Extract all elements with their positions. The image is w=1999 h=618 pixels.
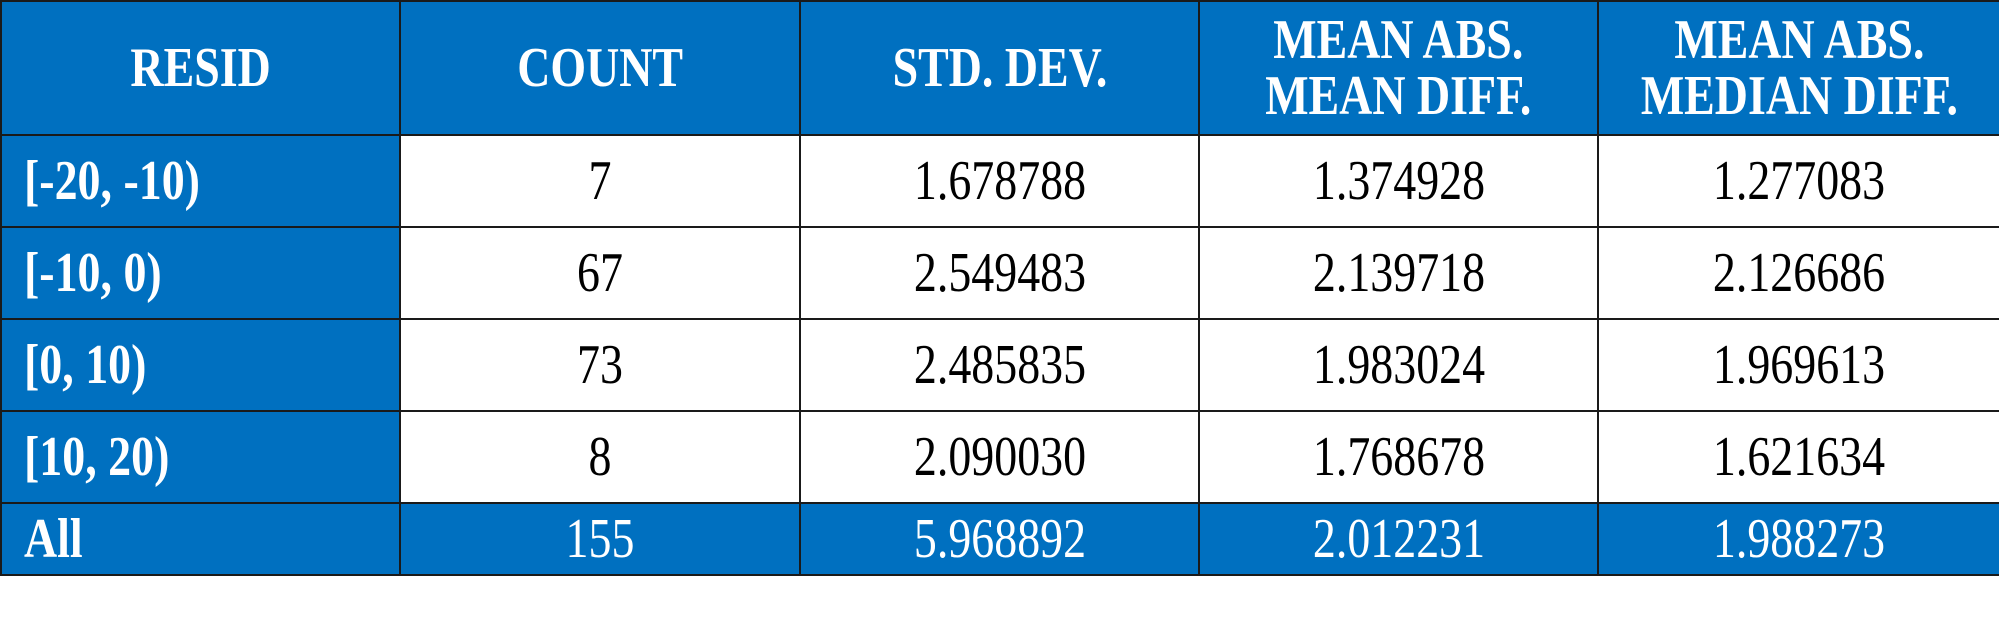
header-line: STD. DEV. <box>892 37 1107 99</box>
cell-text: 155 <box>565 508 635 570</box>
cell-text: 1.768678 <box>1312 426 1485 488</box>
header-cell: RESID <box>0 0 401 136</box>
row-label-cell: [-20, -10) <box>0 134 401 228</box>
header-row: RESID COUNT STD. DEV. MEAN ABS. MEAN DIFF. ME… <box>0 0 1999 136</box>
table-row: All 155 5.968892 2.012231 1.988273 <box>0 502 1999 576</box>
cell-text: 1.988273 <box>1712 508 1886 570</box>
cell-text: 2.139718 <box>1312 242 1485 304</box>
value-cell: 1.277083 <box>1597 134 1999 228</box>
cell-text: 1.983024 <box>1312 334 1485 396</box>
table-row: [-10, 0) 67 2.549483 2.139718 2.126686 <box>0 226 1999 320</box>
value-cell: 2.549483 <box>799 226 1200 320</box>
header-cell: MEAN ABS. MEDIAN DIFF. <box>1597 0 1999 136</box>
header-text: STD. DEV. <box>892 40 1107 96</box>
header-line: MEDIAN DIFF. <box>1640 65 1958 127</box>
table-row: [10, 20) 8 2.090030 1.768678 1.621634 <box>0 410 1999 504</box>
cell-text: All <box>24 508 83 570</box>
value-cell: 7 <box>399 134 801 228</box>
header-text: MEAN ABS. MEAN DIFF. <box>1265 12 1531 124</box>
cell-text: 2.485835 <box>913 334 1086 396</box>
cell-text: 2.126686 <box>1712 242 1886 304</box>
table-row: [-20, -10) 7 1.678788 1.374928 1.277083 <box>0 134 1999 228</box>
row-label-cell: [10, 20) <box>0 410 401 504</box>
table-body: [-20, -10) 7 1.678788 1.374928 1.277083 [-10,… <box>0 134 1999 576</box>
cell-text: 1.277083 <box>1712 150 1886 212</box>
cell-text: 2.012231 <box>1312 508 1485 570</box>
value-cell: 2.126686 <box>1597 226 1999 320</box>
row-label-cell: All <box>0 502 401 576</box>
data-table: RESID COUNT STD. DEV. MEAN ABS. MEAN DIFF. ME… <box>0 0 1999 576</box>
value-cell: 1.374928 <box>1198 134 1599 228</box>
cell-text: 67 <box>577 242 623 304</box>
value-cell: 8 <box>399 410 801 504</box>
cell-text: 5.968892 <box>913 508 1086 570</box>
cell-text: [10, 20) <box>24 426 170 488</box>
header-cell: MEAN ABS. MEAN DIFF. <box>1198 0 1599 136</box>
value-cell: 1.768678 <box>1198 410 1599 504</box>
value-cell: 2.485835 <box>799 318 1200 412</box>
cell-text: [-10, 0) <box>24 242 162 304</box>
cell-text: 1.621634 <box>1712 426 1886 488</box>
row-label-cell: [-10, 0) <box>0 226 401 320</box>
value-cell: 67 <box>399 226 801 320</box>
value-cell: 73 <box>399 318 801 412</box>
value-cell: 1.969613 <box>1597 318 1999 412</box>
cell-text: 7 <box>588 150 612 212</box>
cell-text: 1.374928 <box>1312 150 1485 212</box>
value-cell: 1.621634 <box>1597 410 1999 504</box>
value-cell: 155 <box>399 502 801 576</box>
cell-text: 73 <box>577 334 623 396</box>
header-line: COUNT <box>517 37 683 99</box>
value-cell: 2.090030 <box>799 410 1200 504</box>
cell-text: 1.678788 <box>913 150 1086 212</box>
value-cell: 2.139718 <box>1198 226 1599 320</box>
value-cell: 5.968892 <box>799 502 1200 576</box>
header-text: RESID <box>130 40 270 96</box>
header-cell: COUNT <box>399 0 801 136</box>
cell-text: [0, 10) <box>24 334 147 396</box>
header-text: COUNT <box>517 40 683 96</box>
cell-text: 1.969613 <box>1712 334 1886 396</box>
value-cell: 1.678788 <box>799 134 1200 228</box>
header-cell: STD. DEV. <box>799 0 1200 136</box>
cell-text: 2.549483 <box>913 242 1086 304</box>
header-line: RESID <box>130 37 271 99</box>
table-row: [0, 10) 73 2.485835 1.983024 1.969613 <box>0 318 1999 412</box>
header-text: MEAN ABS. MEDIAN DIFF. <box>1640 12 1957 124</box>
value-cell: 1.988273 <box>1597 502 1999 576</box>
value-cell: 2.012231 <box>1198 502 1599 576</box>
cell-text: 2.090030 <box>913 426 1086 488</box>
cell-text: 8 <box>588 426 612 488</box>
row-label-cell: [0, 10) <box>0 318 401 412</box>
header-line: MEAN ABS. <box>1673 9 1925 71</box>
value-cell: 1.983024 <box>1198 318 1599 412</box>
header-line: MEAN DIFF. <box>1265 65 1532 127</box>
header-line: MEAN ABS. <box>1273 9 1524 71</box>
cell-text: [-20, -10) <box>24 150 200 212</box>
